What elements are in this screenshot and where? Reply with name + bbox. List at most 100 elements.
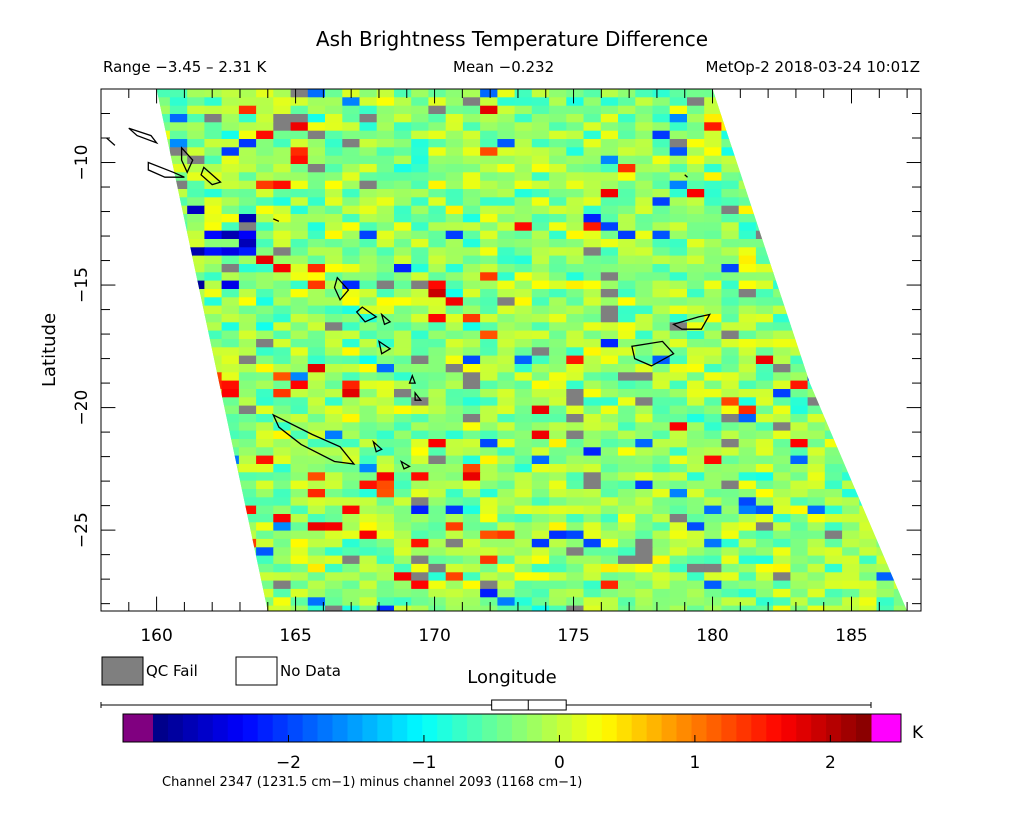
colorbar-step	[706, 714, 722, 742]
coastline-outline	[200, 166, 222, 186]
colorbar-step	[347, 714, 363, 742]
coastline-outline	[380, 312, 392, 326]
colorbar-step	[227, 714, 244, 742]
colorbar-step	[287, 714, 304, 742]
colorbar-step	[616, 714, 633, 742]
colorbar-step	[197, 714, 214, 742]
coastline-outline	[355, 306, 378, 323]
colorbar-step	[437, 714, 453, 742]
x-tick-label: 160	[140, 626, 172, 646]
coastline-outline	[273, 218, 280, 222]
colorbar-step	[362, 714, 378, 742]
colorbar-step	[631, 714, 648, 742]
colorbar-step	[661, 714, 678, 742]
colorbar-step	[796, 714, 812, 742]
colorbar-step	[736, 714, 752, 742]
colorbar-step	[556, 714, 573, 742]
y-tick-label: −10	[72, 145, 92, 181]
x-tick-label: 165	[279, 626, 311, 646]
colorbar-step	[302, 714, 319, 742]
colorbar-step	[212, 714, 229, 742]
satellite-time-label: MetOp-2 2018-03-24 10:01Z	[705, 58, 920, 76]
colorbar-tick-label: 0	[554, 753, 565, 773]
colorbar-step	[781, 714, 797, 742]
mean-label: Mean −0.232	[453, 58, 554, 76]
colorbar-step	[646, 714, 663, 742]
colorbar-step	[721, 714, 737, 742]
colorbar-step	[482, 714, 498, 742]
coastline-outline	[414, 390, 423, 401]
legend: QC Fail No Data	[101, 656, 341, 686]
colorbar-step	[332, 714, 348, 742]
x-tick-label: 180	[696, 626, 728, 646]
colorbar-step	[257, 714, 274, 742]
heatmap-field	[156, 89, 908, 611]
coastlines	[106, 127, 711, 470]
coastline-outline	[128, 127, 159, 145]
x-tick-label: 175	[557, 626, 589, 646]
y-tick-label: −15	[72, 267, 92, 303]
colorbar-step	[541, 714, 558, 742]
colorbar-step	[422, 714, 438, 742]
coastline-outline	[372, 439, 383, 453]
colorbar-step	[751, 714, 767, 742]
colorbar-step	[168, 714, 184, 742]
boxplot-box	[491, 699, 567, 711]
colorbar-step	[766, 714, 782, 742]
colorbar-step	[676, 714, 692, 742]
colorbar-step	[841, 714, 857, 742]
legend-no-data-label: No Data	[280, 662, 341, 680]
colorbar-step	[452, 714, 468, 742]
coastline-outline	[631, 340, 675, 367]
coastline-outline	[684, 174, 688, 178]
colorbar: −2 −1 0 1 2	[122, 713, 902, 773]
colorbar-step	[826, 714, 842, 742]
coastline-outline	[147, 161, 185, 178]
colorbar-step	[377, 714, 393, 742]
colorbar-step	[811, 714, 827, 742]
colorbar-tick-label: −2	[276, 753, 301, 773]
colorbar-tick-label: −1	[411, 753, 436, 773]
plot-frame	[100, 88, 922, 612]
chart-title: Ash Brightness Temperature Difference	[316, 27, 708, 51]
colorbar-step	[512, 714, 528, 742]
coastline-outline	[399, 459, 411, 470]
colorbar-under	[123, 714, 153, 742]
colorbar-over	[871, 714, 901, 742]
colorbar-step	[571, 714, 588, 742]
y-tick-label: −20	[72, 390, 92, 426]
coastline-outline	[333, 276, 350, 302]
legend-no-data-swatch	[235, 656, 278, 686]
legend-qc-fail-label: QC Fail	[146, 662, 198, 680]
legend-qc-fail-swatch	[101, 656, 144, 686]
footnote: Channel 2347 (1231.5 cm−1) minus channel…	[162, 775, 582, 790]
colorbar-step	[691, 714, 707, 742]
colorbar-step	[242, 714, 259, 742]
colorbar-step	[527, 714, 543, 742]
colorbar-step	[497, 714, 513, 742]
colorbar-step	[272, 714, 289, 742]
colorbar-step	[153, 714, 169, 742]
colorbar-step	[392, 714, 408, 742]
plot-area: 160 165 170 175 180 185 −10 −15 −20 −25	[72, 88, 922, 646]
coastline-outline	[408, 373, 417, 384]
colorbar-step	[407, 714, 423, 742]
x-axis-label: Longitude	[467, 667, 557, 688]
y-axis-label: Latitude	[39, 313, 60, 387]
colorbar-tick-label: 2	[825, 753, 836, 773]
x-tick-label: 185	[835, 626, 867, 646]
colorbar-step	[182, 714, 199, 742]
coastline-outline	[671, 313, 711, 330]
coastline-outline	[271, 413, 356, 465]
coastline-outline	[378, 339, 392, 355]
coastline-outline	[106, 137, 116, 146]
colorbar-step	[317, 714, 333, 742]
y-tick-label: −25	[72, 512, 92, 548]
colorbar-frame	[122, 713, 902, 743]
colorbar-step	[467, 714, 483, 742]
range-label: Range −3.45 – 2.31 K	[103, 58, 267, 76]
colorbar-step	[856, 714, 872, 742]
colorbar-step	[601, 714, 618, 742]
coastline-outline	[180, 146, 194, 174]
